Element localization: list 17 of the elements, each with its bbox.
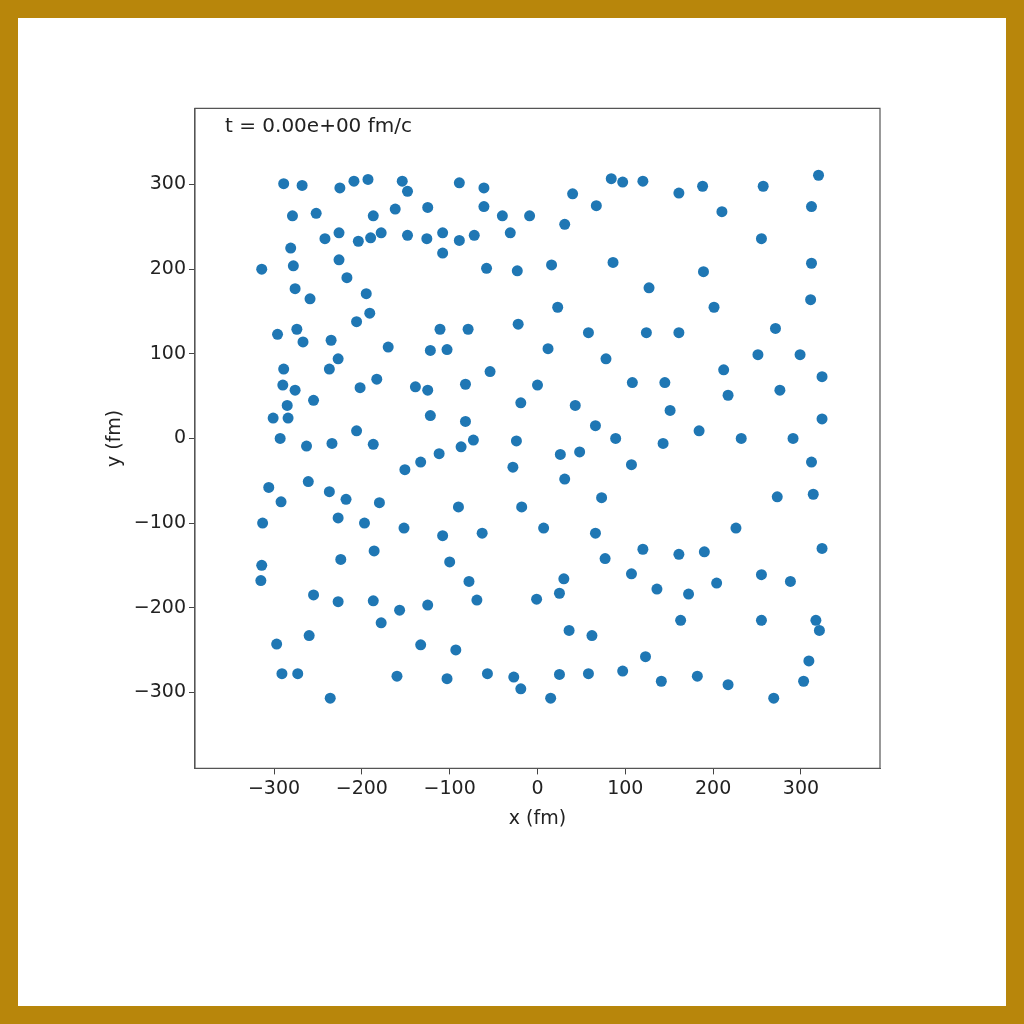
- x-tick-label: 100: [607, 775, 644, 798]
- annotation: t = 0.00e+00 fm/c: [224, 112, 412, 137]
- y-tick-label: 0: [173, 425, 186, 448]
- x-tick-label: −100: [423, 775, 476, 798]
- x-tick-label: 200: [695, 775, 732, 798]
- x-tick-label: 0: [531, 775, 544, 798]
- x-tick-label: 300: [782, 775, 820, 798]
- y-tick-label: −300: [133, 679, 186, 702]
- y-tick-label: 100: [149, 340, 186, 363]
- y-axis-title: y (fm): [102, 409, 125, 468]
- x-axis-title: x (fm): [508, 805, 567, 828]
- y-tick-label: −200: [133, 594, 186, 617]
- y-tick-label: 200: [149, 256, 186, 279]
- x-tick-label: −200: [335, 775, 388, 798]
- y-tick-label: −100: [133, 509, 186, 532]
- x-tick-label: −300: [247, 775, 301, 798]
- y-tick-label: 300: [149, 171, 186, 194]
